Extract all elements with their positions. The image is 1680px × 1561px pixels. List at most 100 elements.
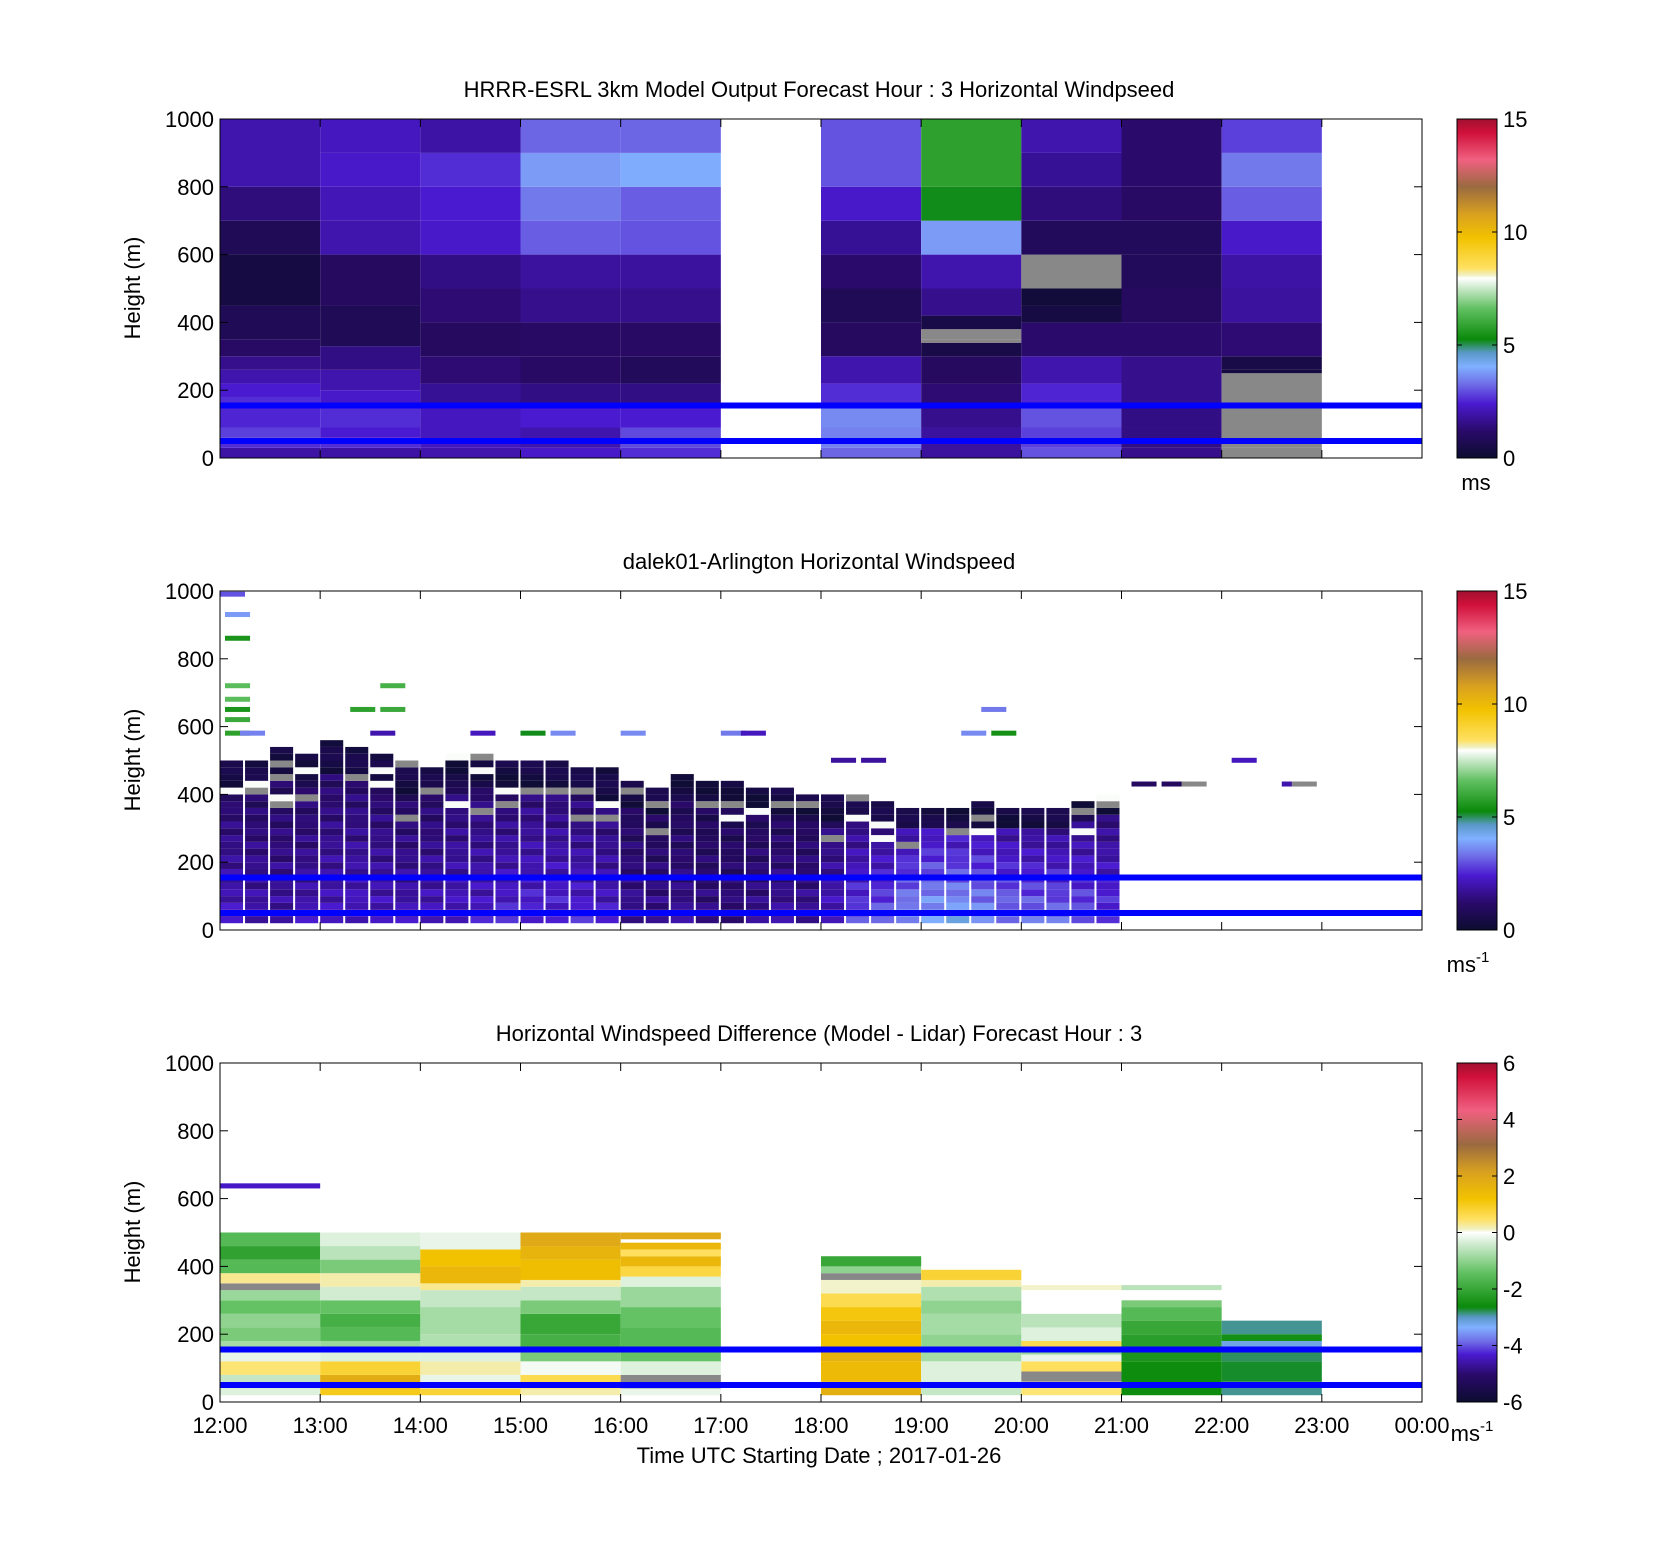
lidar-cell [470, 821, 494, 829]
lidar-cell [270, 855, 294, 863]
lidar-cell [846, 801, 870, 808]
panel-difference-colorbar-unit: ms-1 [1451, 1418, 1494, 1446]
lidar-cell [420, 835, 444, 842]
lidar-cell [670, 889, 694, 897]
model-cell [520, 220, 621, 255]
lidar-cell [996, 868, 1020, 876]
lidar-cell [846, 889, 870, 897]
lidar-cell [245, 862, 269, 869]
lidar-cell [320, 807, 344, 815]
model-cell [821, 322, 922, 357]
model-cell [1221, 356, 1322, 370]
lidar-cell [570, 794, 594, 802]
lidar-cell [795, 814, 819, 822]
lidar-cell [620, 916, 644, 924]
lidar-cell [295, 801, 319, 808]
lidar-cell [1096, 848, 1120, 856]
difference-cell [220, 1351, 321, 1362]
lidar-cell [595, 902, 619, 910]
model-cell [420, 322, 521, 357]
lidar-cell [1096, 862, 1120, 869]
lidar-cell [996, 814, 1020, 822]
difference-cell [420, 1232, 521, 1250]
lidar-cell [946, 896, 970, 903]
lidar-cell [670, 787, 694, 795]
lidar-cell [370, 916, 394, 924]
lidar-cell [320, 767, 344, 775]
lidar-cell [370, 801, 394, 808]
lidar-cell [470, 780, 494, 788]
lidar-cell [245, 787, 269, 795]
difference-cell [420, 1307, 521, 1335]
lidar-cell [620, 828, 644, 836]
model-cell [420, 356, 521, 384]
lidar-cell [295, 807, 319, 815]
difference-cell [620, 1242, 721, 1250]
x-tick-label: 21:00 [1094, 1413, 1149, 1438]
lidar-cell [896, 916, 920, 924]
lidar-cell [220, 902, 244, 910]
model-cell [1121, 254, 1222, 289]
lidar-sparse-point [470, 730, 496, 736]
lidar-cell [770, 807, 794, 815]
lidar-cell [996, 916, 1020, 924]
lidar-cell [445, 780, 469, 788]
lidar-cell [1071, 868, 1095, 876]
lidar-cell [620, 821, 644, 829]
lidar-cell [495, 828, 519, 836]
lidar-cell [420, 855, 444, 863]
lidar-cell [370, 896, 394, 903]
difference-cell [821, 1320, 922, 1335]
lidar-cell [545, 828, 569, 836]
lidar-cell [921, 828, 945, 836]
lidar-cell [670, 801, 694, 808]
lidar-cell [620, 855, 644, 863]
lidar-cell [545, 835, 569, 842]
lidar-cell [921, 916, 945, 924]
lidar-cell [871, 902, 895, 910]
lidar-cell [445, 760, 469, 768]
lidar-cell [295, 889, 319, 897]
lidar-cell [395, 767, 419, 775]
panel-lidar-y-ticks: 0 200 400 600 800 1000 [165, 579, 1422, 943]
lidar-cell [345, 780, 369, 788]
lidar-cell [770, 855, 794, 863]
lidar-cell [1071, 814, 1095, 822]
x-tick-label: 23:00 [1294, 1413, 1349, 1438]
lidar-cell [495, 794, 519, 802]
lidar-cell [370, 862, 394, 869]
model-cell [220, 447, 321, 458]
lidar-cell [620, 787, 644, 795]
lidar-cell [370, 774, 394, 781]
model-cell [420, 407, 521, 428]
lidar-cell [445, 855, 469, 863]
lidar-cell [1096, 807, 1120, 815]
model-cell [420, 288, 521, 323]
model-cell [520, 254, 621, 289]
lidar-cell [320, 801, 344, 808]
lidar-cell [445, 801, 469, 808]
panel-lidar-colorbar-unit: ms-1 [1447, 949, 1490, 977]
lidar-cell [1021, 848, 1045, 856]
lidar-cell [320, 828, 344, 836]
lidar-cell [395, 828, 419, 836]
lidar-cell [370, 760, 394, 768]
lidar-cell [520, 774, 544, 781]
lidar-cell [1021, 896, 1045, 903]
lidar-cell [645, 916, 669, 924]
lidar-cell [720, 807, 744, 815]
lidar-sparse-point [240, 730, 266, 736]
lidar-cell [320, 814, 344, 822]
difference-cell [620, 1388, 721, 1396]
lidar-sparse-point [550, 730, 576, 736]
model-cell [921, 315, 1022, 330]
lidar-cell [320, 774, 344, 781]
lidar-cell [720, 896, 744, 903]
lidar-cell [620, 862, 644, 869]
lidar-cell [220, 780, 244, 788]
panel-model-ylabel: Height (m) [120, 237, 145, 340]
model-cell [320, 447, 421, 458]
lidar-cell [1071, 841, 1095, 849]
lidar-cell [520, 848, 544, 856]
lidar-cell [445, 814, 469, 822]
